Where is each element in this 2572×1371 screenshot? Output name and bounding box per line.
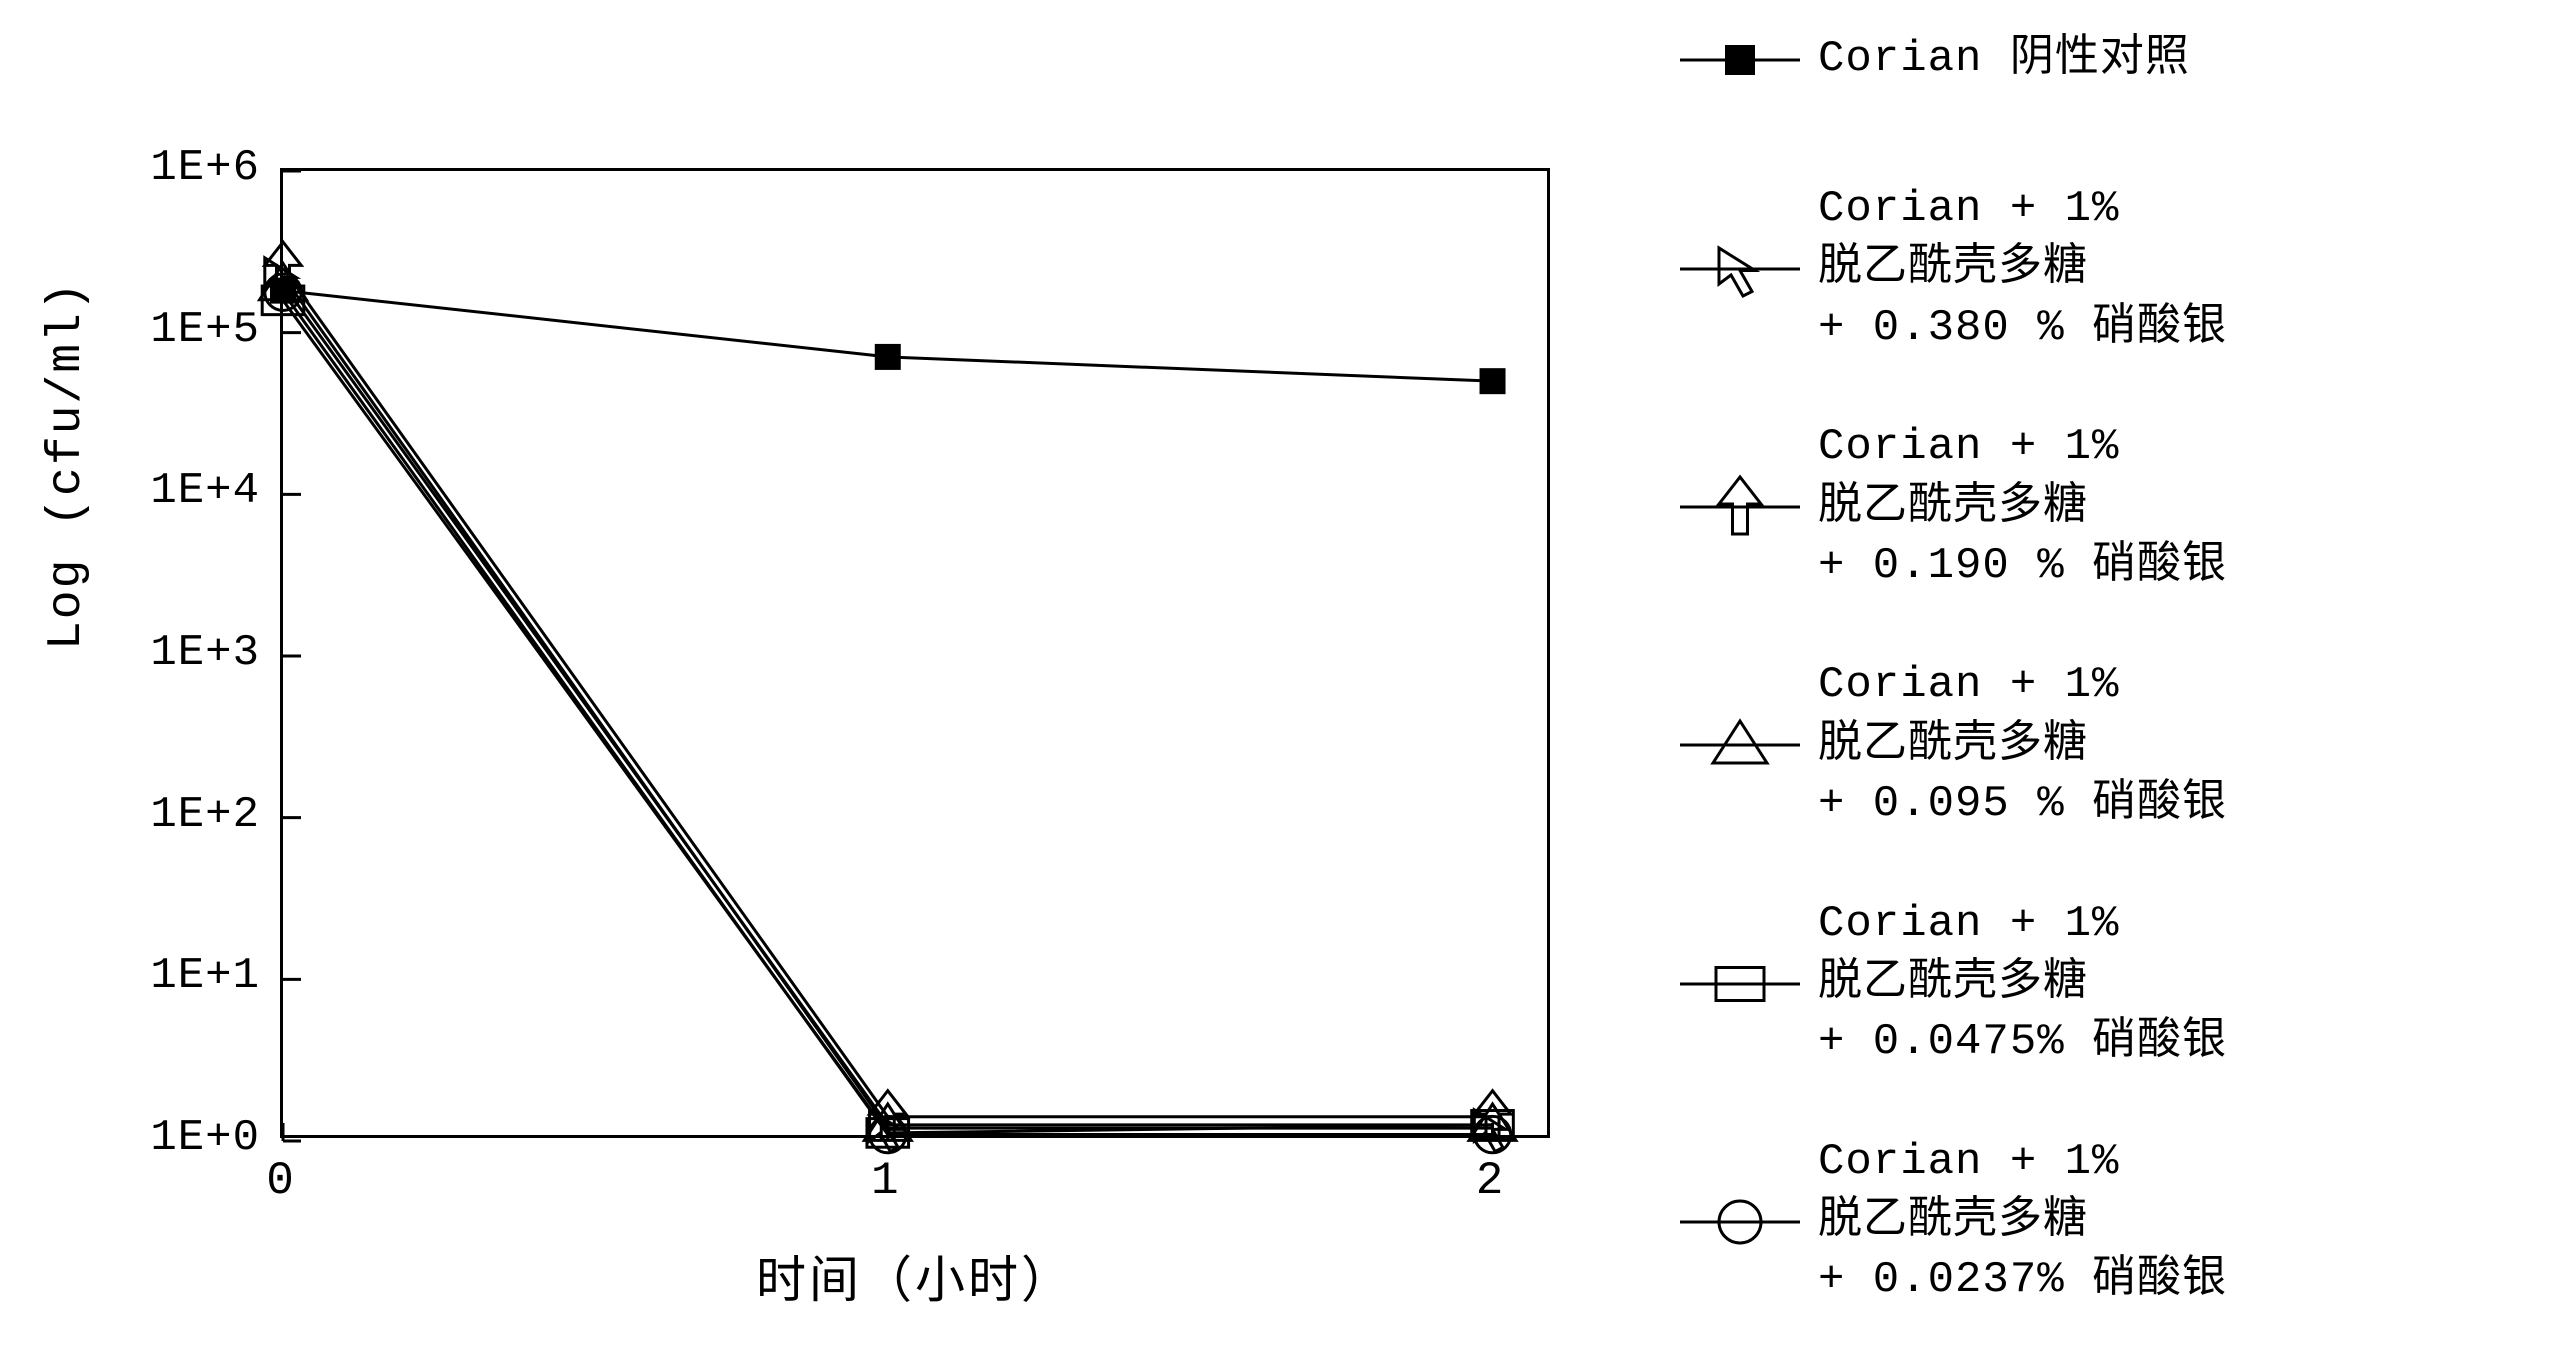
legend-label: Corian + 1% 脱乙酰壳多糖 + 0.380 % 硝酸银	[1818, 180, 2227, 358]
plot-area	[280, 168, 1550, 1138]
legend-item: Corian + 1% 脱乙酰壳多糖 + 0.0237% 硝酸银	[1680, 1133, 2560, 1311]
legend-symbol	[1680, 1162, 1800, 1282]
series-line	[283, 268, 1493, 1117]
chart-svg	[283, 171, 1547, 1135]
y-tick-label: 1E+6	[150, 146, 260, 190]
y-tick-label: 1E+0	[150, 1116, 260, 1160]
x-tick-label: 0	[266, 1155, 294, 1207]
legend-label: Corian + 1% 脱乙酰壳多糖 + 0.095 % 硝酸银	[1818, 656, 2227, 834]
series-line	[283, 292, 1493, 1134]
legend-label: Corian + 1% 脱乙酰壳多糖 + 0.0475% 硝酸银	[1818, 895, 2227, 1073]
x-tick-label: 1	[871, 1155, 899, 1207]
y-tick-label: 1E+2	[150, 793, 260, 837]
legend-symbol	[1680, 924, 1800, 1044]
x-axis-label: 时间（小时）	[280, 1240, 1550, 1313]
chart-container: Log (cfu/ml) 1E+01E+11E+21E+31E+41E+51E+…	[50, 0, 1600, 1335]
marker-filled-square	[1725, 45, 1755, 75]
y-tick-label: 1E+1	[150, 954, 260, 998]
legend-symbol	[1680, 0, 1800, 120]
legend-label: Corian 阴性对照	[1818, 30, 2190, 89]
legend: Corian 阴性对照 Corian + 1% 脱乙酰壳多糖 + 0.380 % …	[1680, 0, 2560, 1371]
legend-item: Corian + 1% 脱乙酰壳多糖 + 0.095 % 硝酸银	[1680, 656, 2560, 834]
legend-label: Corian + 1% 脱乙酰壳多糖 + 0.190 % 硝酸银	[1818, 418, 2227, 596]
series-line	[283, 300, 1493, 1133]
series-line	[283, 284, 1493, 1125]
y-tick-label: 1E+4	[150, 469, 260, 513]
marker-filled-square	[1480, 368, 1506, 394]
legend-symbol	[1680, 685, 1800, 805]
legend-label: Corian + 1% 脱乙酰壳多糖 + 0.0237% 硝酸银	[1818, 1133, 2227, 1311]
y-axis-label: Log (cfu/ml)	[40, 280, 94, 650]
marker-triangle	[1713, 721, 1767, 763]
legend-symbol	[1680, 447, 1800, 567]
marker-arrow-cursor	[1719, 248, 1755, 296]
legend-item: Corian + 1% 脱乙酰壳多糖 + 0.380 % 硝酸银	[1680, 180, 2560, 358]
series-line	[283, 276, 1493, 1128]
legend-item: Corian 阴性对照	[1680, 0, 2560, 120]
y-tick-label: 1E+5	[150, 308, 260, 352]
marker-filled-square	[875, 344, 901, 370]
x-tick-label: 2	[1476, 1155, 1504, 1207]
legend-item: Corian + 1% 脱乙酰壳多糖 + 0.0475% 硝酸银	[1680, 895, 2560, 1073]
y-tick-label: 1E+3	[150, 631, 260, 675]
legend-item: Corian + 1% 脱乙酰壳多糖 + 0.190 % 硝酸银	[1680, 418, 2560, 596]
legend-symbol	[1680, 209, 1800, 329]
